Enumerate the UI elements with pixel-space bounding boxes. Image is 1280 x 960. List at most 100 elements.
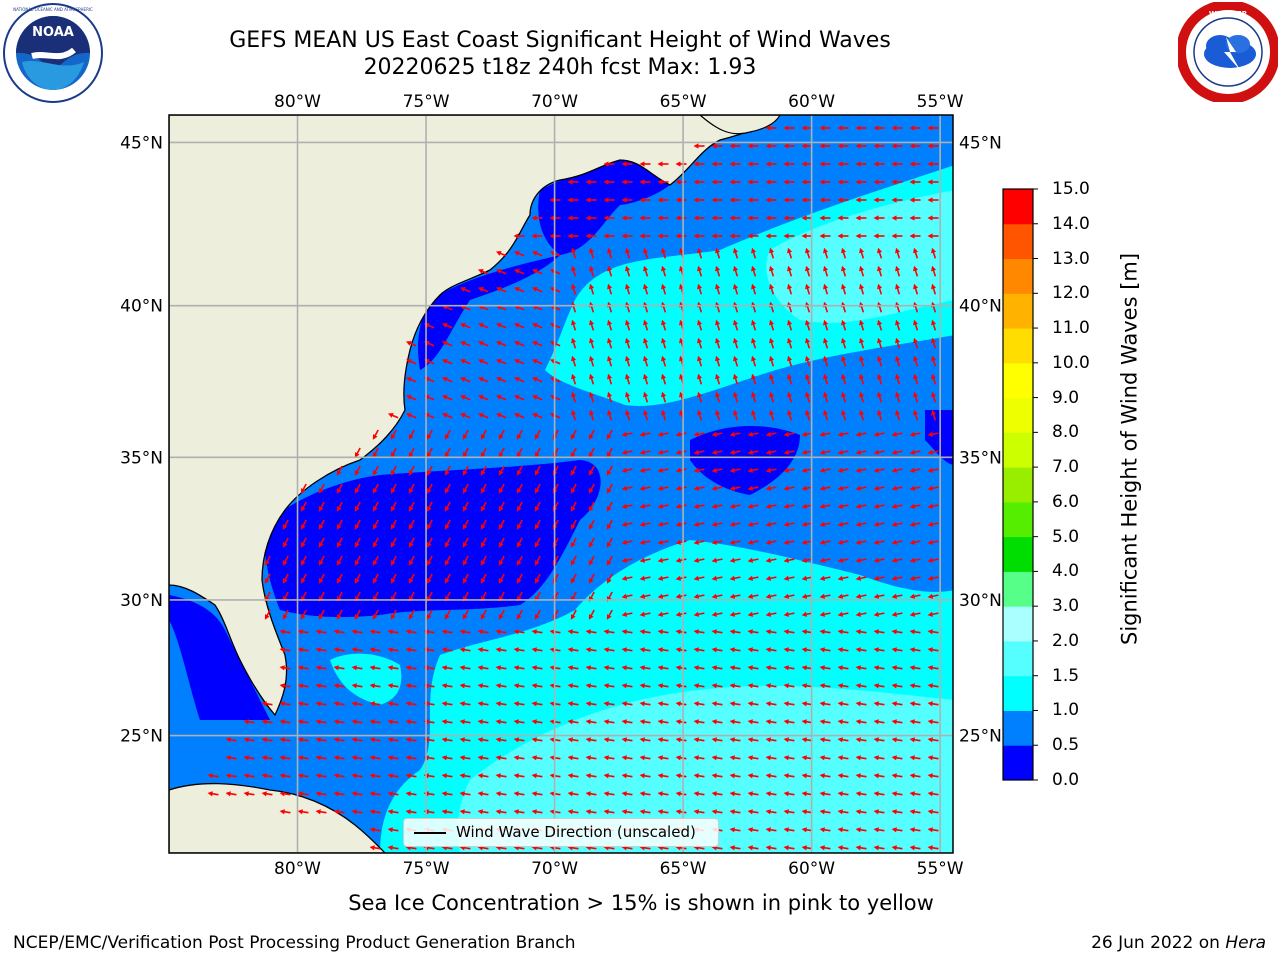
wind-wave-arrow: [729, 197, 741, 203]
wind-wave-arrow: [549, 197, 561, 203]
wind-wave-arrow: [873, 125, 885, 131]
wind-wave-arrow: [333, 809, 345, 815]
wind-wave-arrow: [459, 773, 471, 779]
wind-wave-arrow: [859, 373, 865, 385]
wind-wave-arrow: [588, 429, 595, 440]
wind-wave-arrow: [297, 809, 309, 815]
wind-wave-arrow: [514, 377, 525, 383]
wind-wave-arrow: [747, 161, 759, 167]
wind-wave-arrow: [733, 373, 739, 385]
lat-label-left: 40°N: [120, 297, 163, 317]
wind-wave-arrow: [769, 355, 775, 367]
wind-wave-arrow: [711, 539, 723, 545]
wind-wave-arrow: [711, 503, 723, 509]
wind-wave-arrow: [333, 737, 345, 743]
wind-wave-arrow: [480, 483, 487, 494]
wind-wave-arrow: [837, 161, 849, 167]
wind-wave-arrow: [625, 283, 631, 295]
wind-wave-arrow: [895, 247, 901, 259]
wind-wave-arrow: [441, 773, 453, 779]
wind-wave-arrow: [390, 483, 397, 494]
wind-wave-arrow: [477, 665, 489, 671]
wind-wave-arrow: [855, 845, 867, 851]
wind-wave-arrow: [297, 773, 309, 779]
wind-wave-arrow: [841, 391, 847, 403]
wind-wave-arrow: [603, 665, 615, 671]
wind-wave-arrow: [369, 629, 381, 635]
wind-wave-arrow: [514, 251, 525, 257]
wind-wave-arrow: [496, 341, 507, 347]
wind-wave-arrow: [747, 665, 759, 671]
wind-wave-arrow: [639, 647, 651, 653]
wind-wave-arrow: [657, 431, 669, 437]
wind-wave-arrow: [769, 319, 775, 331]
wind-wave-arrow: [747, 611, 759, 617]
wind-wave-arrow: [873, 215, 885, 221]
wind-wave-arrow: [405, 665, 417, 671]
wind-wave-arrow: [639, 557, 651, 563]
wind-wave-arrow: [855, 485, 867, 491]
wind-wave-arrow: [783, 827, 795, 833]
wind-wave-arrow: [657, 215, 669, 221]
wind-wave-arrow: [318, 609, 325, 620]
wind-wave-arrow: [873, 179, 885, 185]
wind-wave-arrow: [297, 665, 309, 671]
wind-wave-arrow: [837, 179, 849, 185]
wind-wave-arrow: [351, 629, 363, 635]
wind-wave-arrow: [805, 337, 811, 349]
wind-wave-arrow: [261, 755, 273, 761]
wind-wave-arrow: [261, 719, 273, 725]
wind-wave-arrow: [549, 773, 561, 779]
wind-wave-arrow: [369, 719, 381, 725]
wind-wave-arrow: [819, 503, 831, 509]
colorbar-segment: [1003, 258, 1033, 294]
wind-wave-arrow: [909, 179, 921, 185]
colorbar-tick-label: 12.0: [1052, 283, 1090, 304]
wind-wave-arrow: [765, 629, 777, 635]
wind-wave-arrow: [783, 179, 795, 185]
wind-wave-arrow: [372, 447, 379, 458]
wind-wave-arrow: [837, 719, 849, 725]
wind-wave-arrow: [769, 373, 775, 385]
wind-wave-arrow: [765, 575, 777, 581]
wind-wave-arrow: [531, 215, 543, 221]
wind-wave-arrow: [300, 483, 307, 494]
wind-wave-arrow: [927, 161, 939, 167]
wind-wave-arrow: [621, 701, 633, 707]
colorbar-tick-label: 8.0: [1052, 422, 1080, 443]
wind-wave-arrow: [495, 773, 507, 779]
wind-wave-arrow: [891, 647, 903, 653]
wind-wave-arrow: [336, 465, 343, 476]
wind-wave-arrow: [661, 355, 667, 367]
wind-wave-arrow: [837, 467, 849, 473]
wind-wave-arrow: [643, 283, 649, 295]
wind-wave-arrow: [693, 485, 705, 491]
wind-wave-arrow: [406, 359, 417, 365]
wind-wave-arrow: [478, 377, 489, 383]
wind-wave-arrow: [927, 683, 939, 689]
wind-wave-arrow: [891, 737, 903, 743]
wind-wave-arrow: [480, 447, 487, 458]
wind-wave-arrow: [387, 719, 399, 725]
wind-wave-arrow: [855, 665, 867, 671]
wind-wave-arrow: [873, 845, 885, 851]
wind-wave-arrow: [478, 359, 489, 365]
wind-wave-arrow: [783, 197, 795, 203]
wind-wave-arrow: [805, 283, 811, 295]
wind-wave-arrow: [351, 683, 363, 689]
colorbar-segment: [1003, 536, 1033, 572]
wind-wave-arrow: [877, 355, 883, 367]
wind-wave-arrow: [747, 539, 759, 545]
wind-wave-arrow: [534, 501, 541, 512]
wind-wave-arrow: [675, 449, 687, 455]
wind-wave-arrow: [621, 791, 633, 797]
wind-wave-arrow: [877, 391, 883, 403]
wind-wave-arrow: [837, 737, 849, 743]
wind-wave-arrow: [657, 233, 669, 239]
lon-label-bottom: 60°W: [788, 859, 835, 879]
wind-wave-arrow: [405, 809, 417, 815]
wind-wave-arrow: [819, 701, 831, 707]
wind-wave-arrow: [225, 737, 237, 743]
wind-wave-arrow: [441, 809, 453, 815]
wind-wave-arrow: [426, 519, 433, 530]
